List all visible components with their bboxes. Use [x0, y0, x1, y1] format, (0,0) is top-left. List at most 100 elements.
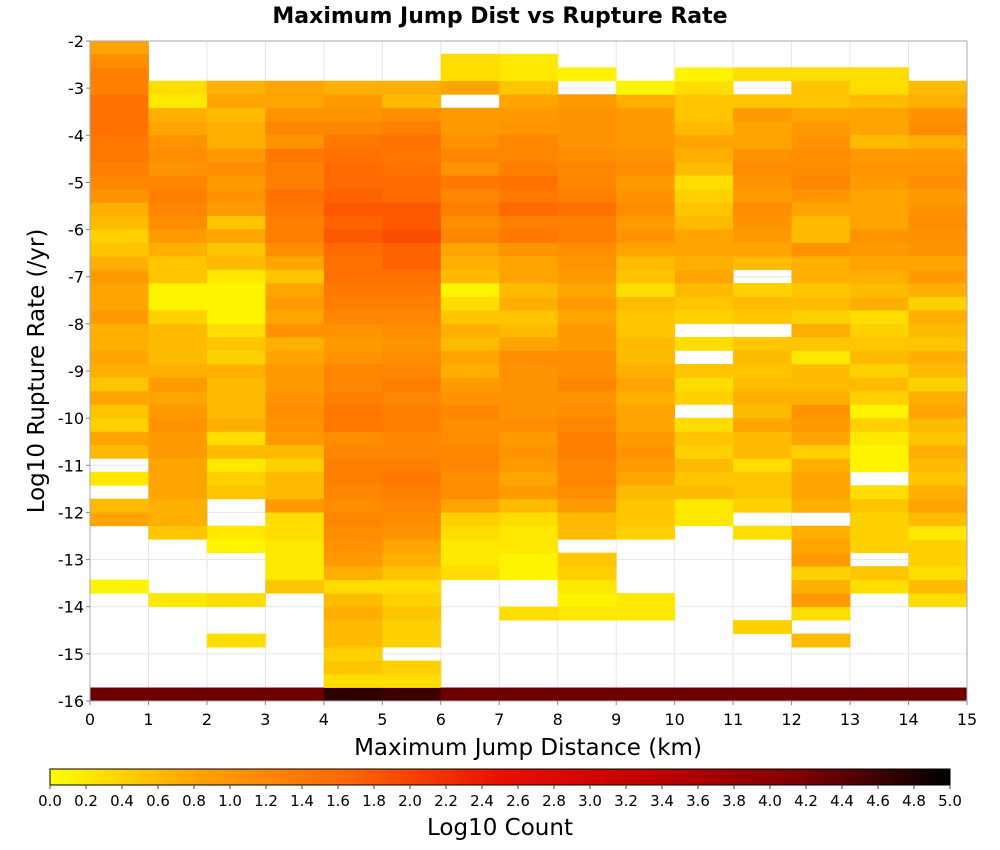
heatmap-cell	[206, 525, 266, 540]
colorbar-tick-label: 2.8	[542, 792, 566, 810]
heatmap-cell	[616, 336, 676, 351]
heatmap-cell	[791, 552, 851, 567]
heatmap-cell	[908, 485, 968, 500]
heatmap-cell	[616, 525, 676, 540]
heatmap-cell	[791, 377, 851, 392]
heatmap-cell	[90, 229, 149, 243]
heatmap-cell	[733, 107, 792, 122]
heatmap-cell	[557, 134, 617, 149]
heatmap-cell	[206, 323, 266, 338]
heatmap-cell	[674, 121, 734, 136]
heatmap-cell	[850, 404, 909, 419]
y-tick-label: -11	[58, 456, 84, 475]
heatmap-cell	[148, 431, 208, 446]
heatmap-cell	[323, 377, 383, 392]
heatmap-cell	[440, 404, 500, 419]
heatmap-cell	[499, 175, 559, 190]
heatmap-cell	[323, 134, 383, 149]
heatmap-cell	[440, 107, 500, 122]
heatmap-cell	[265, 229, 325, 243]
colorbar-tick-label: 3.0	[578, 792, 602, 810]
heatmap-cell	[791, 566, 851, 581]
heatmap-cell	[557, 485, 617, 500]
heatmap-cell	[850, 458, 909, 473]
heatmap-cell	[733, 134, 792, 149]
heatmap-cell	[323, 296, 383, 311]
heatmap-cell	[148, 175, 208, 190]
x-tick-label: 10	[664, 710, 684, 729]
colorbar-tick-label: 4.2	[794, 792, 818, 810]
heatmap-cell	[148, 390, 208, 405]
heatmap-cell	[850, 323, 909, 338]
heatmap-cell	[382, 674, 442, 688]
heatmap-cell	[382, 242, 442, 257]
heatmap-cell	[733, 148, 792, 163]
heatmap-cell	[382, 444, 442, 459]
heatmap-cell	[148, 242, 208, 257]
colorbar-tick-label: 0.0	[38, 792, 62, 810]
heatmap-cell	[616, 512, 676, 527]
heatmap-cell	[382, 310, 442, 324]
heatmap-cell	[323, 620, 383, 634]
heatmap-cell	[850, 256, 909, 270]
heatmap-cell	[850, 336, 909, 351]
heatmap-cell	[674, 377, 734, 392]
heatmap-cell	[674, 134, 734, 149]
heatmap-cell	[265, 458, 325, 473]
heatmap-cell	[440, 202, 500, 217]
heatmap-cell	[616, 444, 676, 459]
heatmap-cell	[148, 188, 208, 203]
colorbar-tick-label: 1.0	[218, 792, 242, 810]
heatmap-cell	[908, 377, 968, 392]
heatmap-cell	[674, 161, 734, 176]
heatmap-cell	[791, 188, 851, 203]
colorbar-tick-label: 1.4	[290, 792, 314, 810]
x-axis-label: Maximum Jump Distance (km)	[354, 735, 702, 761]
heatmap-cell	[382, 606, 442, 621]
heatmap-cell	[148, 593, 208, 608]
heatmap-cell	[616, 310, 676, 324]
heatmap-cell	[499, 269, 559, 284]
heatmap-cell	[382, 579, 442, 594]
heatmap-cell	[616, 417, 676, 432]
heatmap-cell	[265, 188, 325, 203]
heatmap-cell	[908, 296, 968, 311]
heatmap-cell	[382, 633, 442, 648]
heatmap-cell	[674, 512, 734, 527]
heatmap-cell	[791, 579, 851, 594]
heatmap-cell	[206, 188, 266, 203]
heatmap-cell	[908, 417, 968, 432]
heatmap-cell	[382, 620, 442, 634]
heatmap-cell	[440, 350, 500, 365]
heatmap-cell	[791, 363, 851, 378]
heatmap-cell	[791, 283, 851, 297]
heatmap-cell	[148, 471, 208, 486]
heatmap-cell	[674, 485, 734, 500]
heatmap-cell	[557, 444, 617, 459]
heatmap-cell	[908, 188, 968, 203]
heatmap-cell	[90, 687, 149, 702]
heatmap-cell	[791, 296, 851, 311]
heatmap-cell	[440, 552, 500, 567]
heatmap-cell	[616, 471, 676, 486]
heatmap-cell	[908, 94, 968, 109]
heatmap-cell	[557, 229, 617, 243]
heatmap-cell	[850, 687, 909, 702]
heatmap-cell	[206, 202, 266, 217]
heatmap-cell	[557, 593, 617, 608]
heatmap-cell	[733, 121, 792, 136]
heatmap-cell	[908, 404, 968, 419]
y-tick-label: -13	[58, 551, 84, 570]
heatmap-cell	[791, 202, 851, 217]
heatmap-cells	[90, 41, 968, 702]
heatmap-cell	[791, 80, 851, 95]
heatmap-cell	[616, 458, 676, 473]
heatmap-cell	[440, 242, 500, 257]
heatmap-cell	[382, 363, 442, 378]
heatmap-cell	[148, 417, 208, 432]
colorbar-tick-label: 1.6	[326, 792, 350, 810]
colorbar-tick-label: 4.4	[830, 792, 854, 810]
heatmap-cell	[616, 148, 676, 163]
heatmap-cell	[557, 269, 617, 284]
y-tick-label: -6	[68, 221, 84, 240]
